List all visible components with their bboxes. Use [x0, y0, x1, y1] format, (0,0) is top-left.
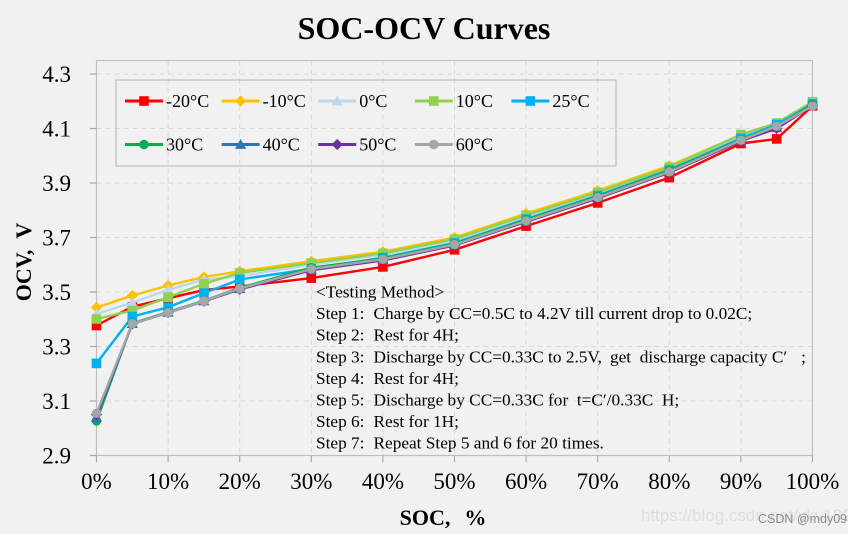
- svg-text:30%: 30%: [290, 469, 332, 494]
- svg-text:Step 4:Rest for 4H;: Step 4: Rest for 4H;: [316, 369, 459, 388]
- svg-text:Step 7:Repeat Step 5 and 6 for: Step 7: Repeat Step 5 and 6 for 20 times.: [316, 434, 604, 453]
- svg-text:3.1: 3.1: [42, 389, 71, 414]
- svg-text:40°C: 40°C: [263, 135, 300, 155]
- svg-text:CSDN @mdy09: CSDN @mdy09: [758, 512, 847, 526]
- svg-text:OCV,V: OCV,V: [11, 223, 36, 302]
- svg-text:SOC-OCV Curves: SOC-OCV Curves: [298, 10, 551, 46]
- svg-text:25°C: 25°C: [552, 91, 589, 111]
- svg-text:-20°C: -20°C: [166, 91, 209, 111]
- svg-text:<Testing Method>: <Testing Method>: [316, 283, 444, 302]
- svg-text:Step 2:Rest for 4H;: Step 2: Rest for 4H;: [316, 326, 459, 345]
- svg-text:SOC,%: SOC,%: [400, 505, 487, 530]
- svg-text:https://blog.csdn.net/ykv189: https://blog.csdn.net/ykv189: [641, 506, 848, 525]
- svg-text:4.3: 4.3: [42, 62, 71, 87]
- svg-text:3.3: 3.3: [42, 335, 71, 360]
- svg-text:-10°C: -10°C: [263, 91, 306, 111]
- svg-text:0%: 0%: [81, 469, 112, 494]
- svg-text:20%: 20%: [219, 469, 261, 494]
- svg-text:90%: 90%: [720, 469, 762, 494]
- svg-text:40%: 40%: [362, 469, 404, 494]
- svg-text:50%: 50%: [433, 469, 475, 494]
- svg-text:80%: 80%: [648, 469, 690, 494]
- svg-text:3.9: 3.9: [42, 171, 71, 196]
- svg-text:Step 3:Discharge by CC=0.33C t: Step 3: Discharge by CC=0.33C to 2.5V, get…: [316, 347, 806, 366]
- svg-text:0°C: 0°C: [359, 91, 387, 111]
- svg-text:Step 5:Discharge by CC=0.33C f: Step 5: Discharge by CC=0.33C for t=C′/0.…: [316, 391, 679, 410]
- svg-text:Step 6:Rest for 1H;: Step 6: Rest for 1H;: [316, 412, 459, 431]
- svg-text:Step 1:Charge by CC=0.5C to 4.: Step 1: Charge by CC=0.5C to 4.2V till cu…: [316, 304, 752, 323]
- svg-text:3.5: 3.5: [42, 280, 71, 305]
- svg-text:50°C: 50°C: [359, 135, 396, 155]
- svg-text:60°C: 60°C: [456, 135, 493, 155]
- svg-text:100%: 100%: [786, 469, 840, 494]
- svg-text:3.7: 3.7: [42, 226, 71, 251]
- svg-text:60%: 60%: [505, 469, 547, 494]
- svg-text:2.9: 2.9: [42, 444, 71, 469]
- svg-text:4.1: 4.1: [42, 117, 71, 142]
- svg-text:30°C: 30°C: [166, 135, 203, 155]
- svg-text:10°C: 10°C: [456, 91, 493, 111]
- svg-text:70%: 70%: [577, 469, 619, 494]
- svg-text:10%: 10%: [147, 469, 189, 494]
